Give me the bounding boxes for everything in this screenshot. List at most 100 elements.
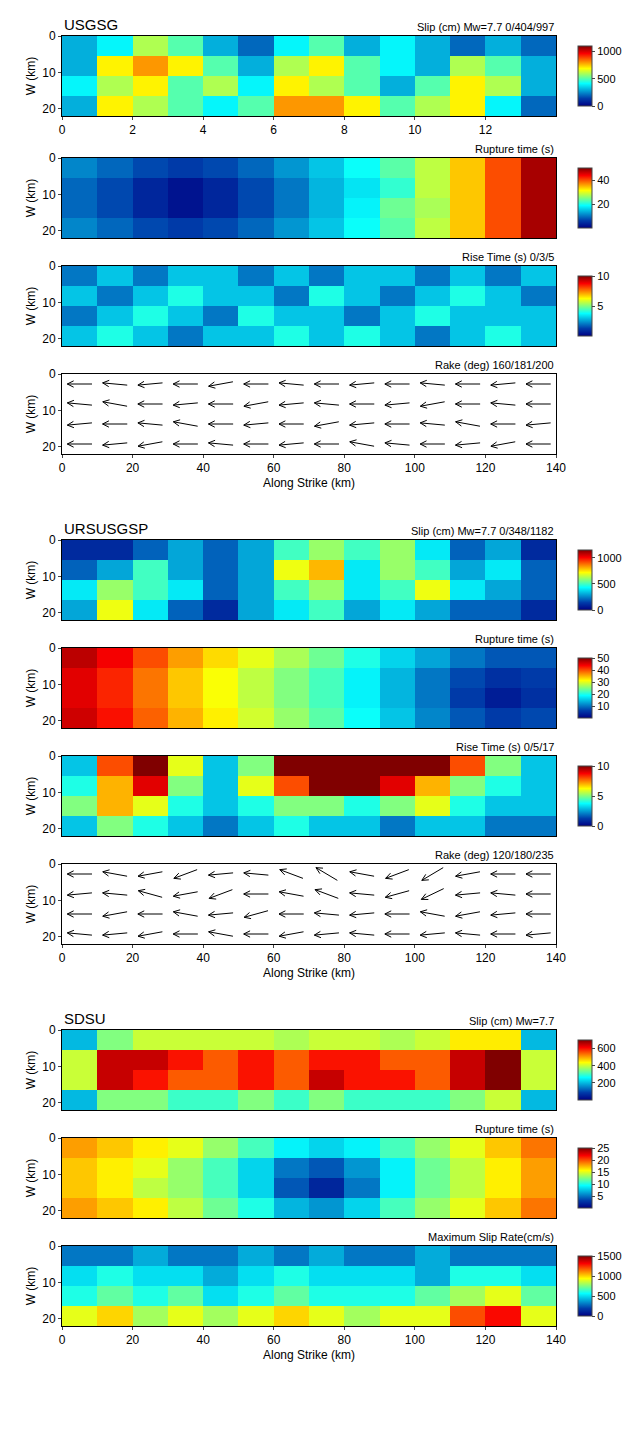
svg-text:10: 10 [597, 270, 609, 282]
svg-text:20: 20 [42, 102, 56, 116]
svg-text:20: 20 [42, 1096, 56, 1110]
svg-text:10: 10 [42, 188, 56, 202]
svg-text:10: 10 [408, 123, 422, 137]
svg-text:1000: 1000 [597, 1270, 621, 1282]
svg-text:80: 80 [338, 951, 352, 965]
svg-text:0: 0 [59, 951, 66, 965]
svg-text:20: 20 [42, 1312, 56, 1326]
svg-text:20: 20 [126, 1333, 140, 1347]
svg-text:0: 0 [49, 1023, 56, 1037]
svg-text:140: 140 [546, 951, 566, 965]
svg-text:0: 0 [49, 259, 56, 273]
svg-text:W (km): W (km) [24, 179, 38, 218]
svg-text:USGSG: USGSG [64, 16, 118, 33]
svg-text:10: 10 [597, 700, 609, 712]
svg-text:100: 100 [405, 951, 425, 965]
svg-text:60: 60 [267, 461, 281, 475]
svg-text:40: 40 [196, 461, 210, 475]
svg-text:W (km): W (km) [24, 395, 38, 434]
svg-text:80: 80 [338, 461, 352, 475]
svg-text:20: 20 [42, 224, 56, 238]
svg-text:10: 10 [597, 760, 609, 772]
svg-text:0: 0 [59, 461, 66, 475]
svg-text:Maximum Slip Rate(cm/s): Maximum Slip Rate(cm/s) [428, 1231, 554, 1243]
svg-text:Rupture time (s): Rupture time (s) [475, 1123, 554, 1135]
svg-text:Along Strike (km): Along Strike (km) [263, 1348, 355, 1362]
svg-text:10: 10 [42, 1168, 56, 1182]
svg-text:500: 500 [597, 578, 615, 590]
svg-text:W (km): W (km) [24, 1267, 38, 1306]
svg-text:10: 10 [42, 894, 56, 908]
svg-text:200: 200 [597, 1077, 615, 1089]
svg-text:120: 120 [475, 951, 495, 965]
svg-text:60: 60 [267, 951, 281, 965]
svg-text:20: 20 [42, 606, 56, 620]
svg-text:30: 30 [597, 676, 609, 688]
svg-text:0: 0 [49, 1239, 56, 1253]
svg-text:10: 10 [42, 404, 56, 418]
svg-text:0: 0 [49, 533, 56, 547]
svg-text:Rake (deg) 160/181/200: Rake (deg) 160/181/200 [435, 359, 554, 371]
svg-text:40: 40 [597, 174, 609, 186]
svg-text:100: 100 [405, 1333, 425, 1347]
svg-text:10: 10 [42, 678, 56, 692]
svg-text:400: 400 [597, 1060, 615, 1072]
svg-text:20: 20 [126, 461, 140, 475]
svg-text:10: 10 [42, 66, 56, 80]
svg-text:0: 0 [49, 151, 56, 165]
svg-text:0: 0 [597, 100, 603, 112]
svg-text:0: 0 [49, 1131, 56, 1145]
svg-text:60: 60 [267, 1333, 281, 1347]
svg-text:600: 600 [597, 1042, 615, 1054]
svg-text:W (km): W (km) [24, 1051, 38, 1090]
svg-text:10: 10 [597, 1178, 609, 1190]
svg-text:0: 0 [597, 1310, 603, 1322]
svg-text:Rise Time (s) 0/3/5: Rise Time (s) 0/3/5 [462, 251, 554, 263]
svg-text:5: 5 [597, 790, 603, 802]
svg-text:10: 10 [42, 570, 56, 584]
svg-text:4: 4 [200, 123, 207, 137]
svg-text:0: 0 [597, 820, 603, 832]
svg-text:500: 500 [597, 73, 615, 85]
svg-text:20: 20 [42, 822, 56, 836]
svg-text:Slip (cm) Mw=7.7 0/404/997: Slip (cm) Mw=7.7 0/404/997 [417, 21, 554, 33]
svg-text:0: 0 [49, 29, 56, 43]
svg-text:5: 5 [597, 300, 603, 312]
svg-text:1000: 1000 [597, 552, 621, 564]
svg-text:40: 40 [597, 664, 609, 676]
svg-text:20: 20 [597, 688, 609, 700]
svg-text:120: 120 [475, 461, 495, 475]
svg-text:0: 0 [49, 857, 56, 871]
svg-text:20: 20 [126, 951, 140, 965]
svg-text:80: 80 [338, 1333, 352, 1347]
svg-text:8: 8 [341, 123, 348, 137]
svg-text:100: 100 [405, 461, 425, 475]
svg-text:20: 20 [42, 714, 56, 728]
svg-text:W (km): W (km) [24, 561, 38, 600]
svg-text:5: 5 [597, 1190, 603, 1202]
svg-text:Slip (cm) Mw=7.7: Slip (cm) Mw=7.7 [469, 1015, 554, 1027]
svg-text:Along Strike (km): Along Strike (km) [263, 966, 355, 980]
svg-text:20: 20 [597, 1154, 609, 1166]
svg-text:W (km): W (km) [24, 885, 38, 924]
svg-text:SDSU: SDSU [64, 1010, 106, 1027]
svg-text:Rupture time (s): Rupture time (s) [475, 633, 554, 645]
svg-text:URSUSGSP: URSUSGSP [64, 520, 148, 537]
svg-text:0: 0 [49, 641, 56, 655]
svg-text:20: 20 [42, 440, 56, 454]
svg-text:1000: 1000 [597, 45, 621, 57]
svg-text:140: 140 [546, 461, 566, 475]
svg-text:W (km): W (km) [24, 57, 38, 96]
svg-text:0: 0 [59, 1333, 66, 1347]
svg-text:Rise Time (s) 0/5/17: Rise Time (s) 0/5/17 [456, 741, 554, 753]
svg-text:Slip (cm) Mw=7.7 0/348/1182: Slip (cm) Mw=7.7 0/348/1182 [411, 525, 554, 537]
svg-text:10: 10 [42, 786, 56, 800]
svg-text:Along Strike (km): Along Strike (km) [263, 476, 355, 490]
svg-text:20: 20 [597, 198, 609, 210]
svg-text:15: 15 [597, 1166, 609, 1178]
svg-text:10: 10 [42, 1276, 56, 1290]
svg-text:Rupture time (s): Rupture time (s) [475, 143, 554, 155]
svg-text:W (km): W (km) [24, 1159, 38, 1198]
svg-text:500: 500 [597, 1290, 615, 1302]
svg-text:140: 140 [546, 1333, 566, 1347]
